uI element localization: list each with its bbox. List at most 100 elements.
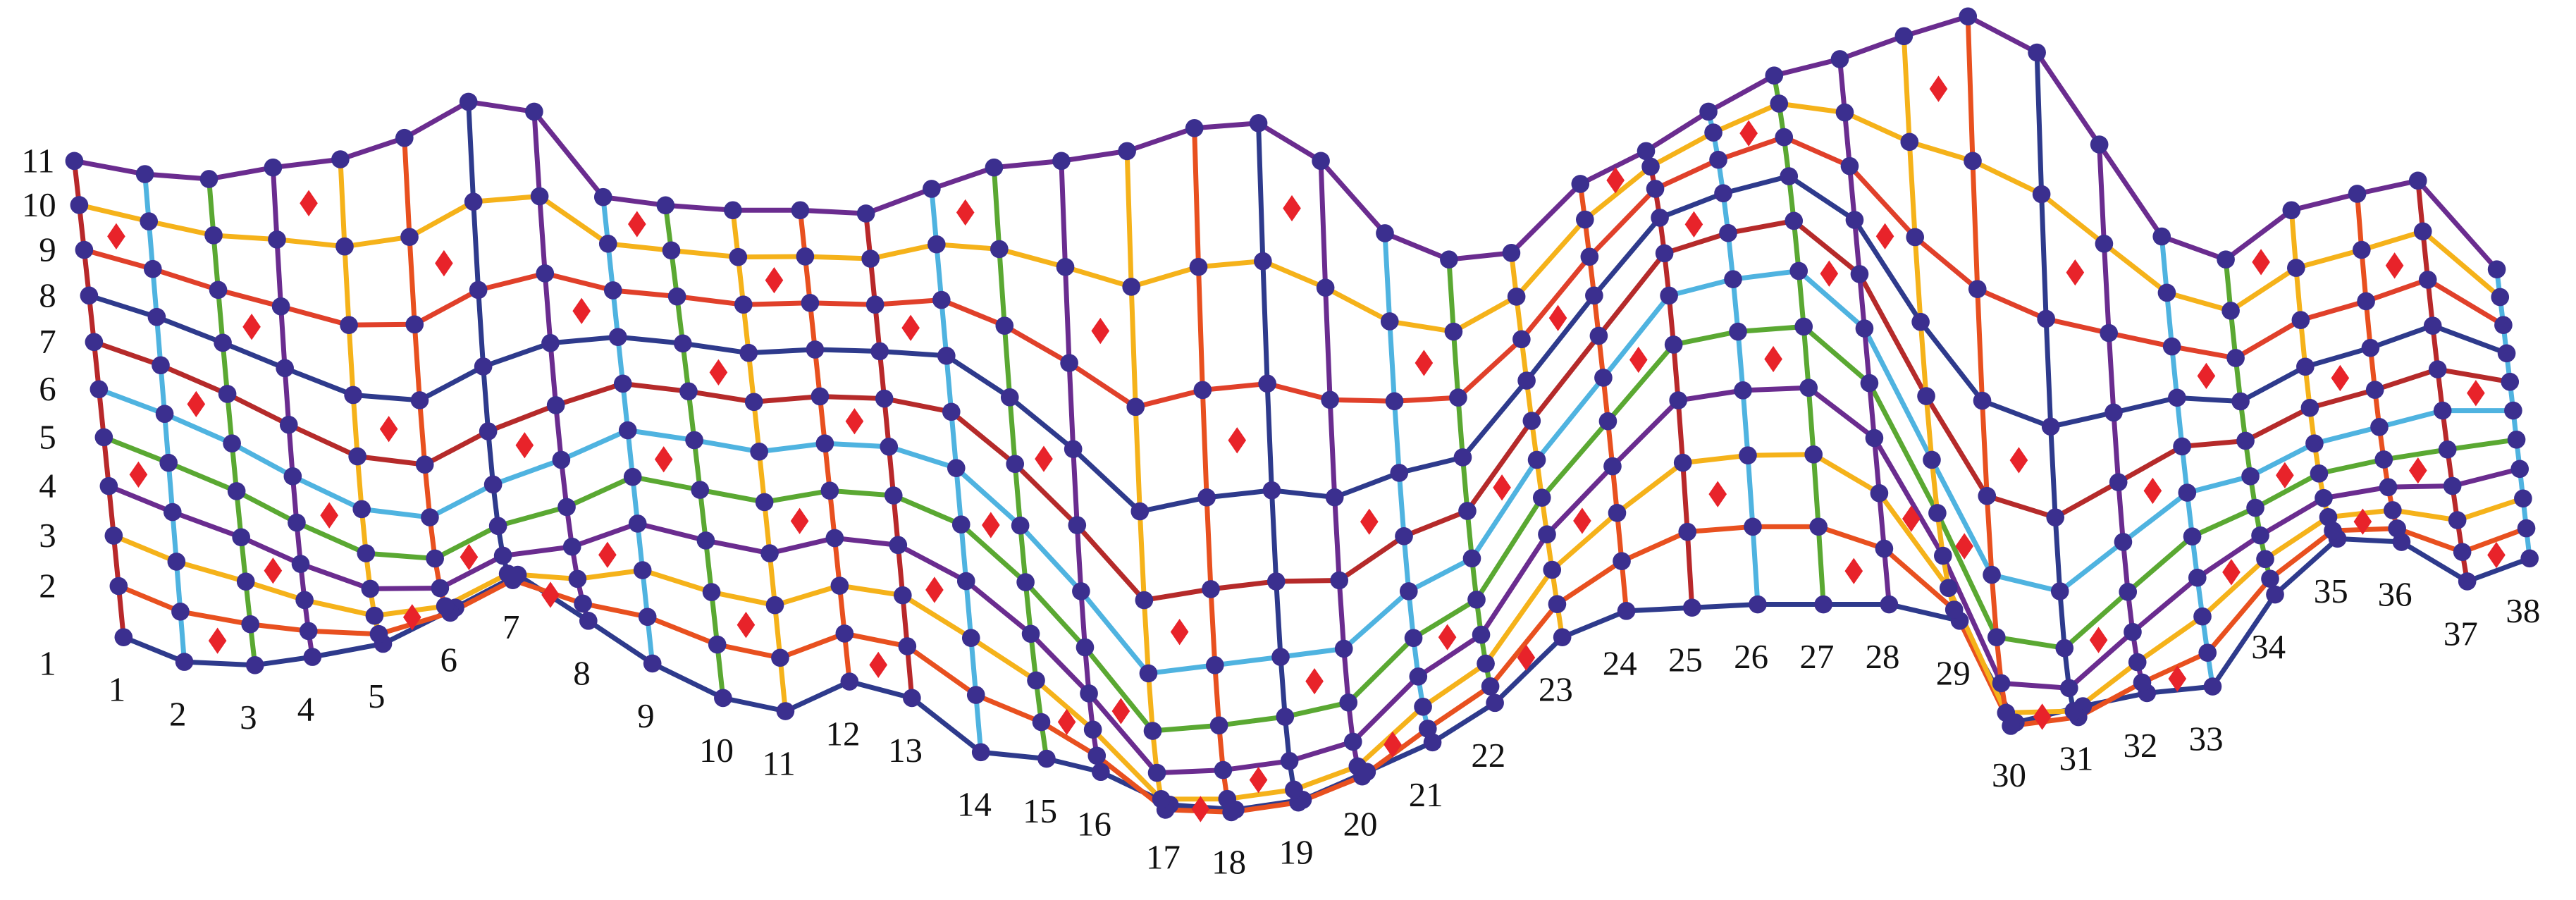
node <box>2448 511 2467 529</box>
column-label: 11 <box>763 744 796 782</box>
node <box>820 481 839 500</box>
node <box>299 622 318 641</box>
node <box>830 577 849 595</box>
node <box>1770 94 1789 113</box>
column-label: 15 <box>1023 791 1057 830</box>
node <box>806 340 825 359</box>
node <box>147 307 166 326</box>
diamond <box>2487 541 2506 569</box>
node <box>2357 292 2375 311</box>
node <box>1835 103 1854 122</box>
node <box>2361 338 2380 357</box>
diamond <box>869 651 888 678</box>
column-label: 36 <box>2378 574 2412 613</box>
node <box>1527 450 1546 469</box>
node <box>1064 440 1083 459</box>
node <box>80 286 99 305</box>
column-label: 31 <box>2059 739 2094 777</box>
node <box>1271 648 1290 666</box>
node <box>530 187 549 206</box>
node <box>696 531 715 550</box>
node <box>2374 450 2393 469</box>
node <box>1122 278 1141 296</box>
node <box>218 385 237 403</box>
row-label: 9 <box>39 230 56 269</box>
node <box>618 421 637 440</box>
column-label: 23 <box>1539 670 1573 709</box>
diamond <box>1249 766 1268 794</box>
diamond <box>1573 507 1591 534</box>
node <box>835 624 854 643</box>
diamond <box>300 190 318 216</box>
row-line <box>113 452 2524 802</box>
node <box>1507 288 1526 306</box>
node <box>474 357 493 376</box>
node <box>1021 624 1040 643</box>
node <box>1262 481 1281 500</box>
node <box>2458 572 2477 591</box>
node <box>1285 780 1303 799</box>
node <box>2041 417 2060 436</box>
node <box>2246 498 2264 517</box>
column-label: 38 <box>2506 591 2540 630</box>
node <box>1699 102 1718 121</box>
node <box>1840 156 1859 175</box>
node <box>1218 789 1237 808</box>
column-line <box>402 137 457 617</box>
node <box>65 152 84 171</box>
node <box>1334 639 1353 658</box>
node <box>94 428 113 447</box>
node <box>1249 113 1268 132</box>
node <box>459 92 478 111</box>
node <box>1056 257 1075 276</box>
node <box>1502 244 1521 262</box>
column-line <box>338 159 386 645</box>
node <box>2514 489 2532 508</box>
node <box>268 230 286 249</box>
node <box>227 482 246 500</box>
node <box>1467 591 1486 609</box>
diamond <box>737 612 756 639</box>
node <box>2296 357 2315 376</box>
diamond <box>2353 508 2372 535</box>
node <box>2055 639 2074 658</box>
node <box>1959 7 1978 26</box>
node <box>951 515 970 534</box>
node <box>947 459 966 477</box>
node <box>1330 571 1349 590</box>
node <box>1477 654 1495 673</box>
node <box>2032 185 2051 204</box>
node <box>135 165 154 183</box>
column-line <box>466 101 520 584</box>
node <box>679 382 698 401</box>
node <box>1992 674 2011 693</box>
node <box>1037 749 1056 768</box>
node <box>579 612 598 630</box>
diamond <box>572 297 591 324</box>
node <box>2124 622 2142 641</box>
node <box>593 187 612 206</box>
node <box>357 544 376 562</box>
node <box>1646 180 1665 198</box>
node <box>2510 460 2529 479</box>
node <box>2217 250 2235 269</box>
node <box>279 415 298 434</box>
node <box>2090 135 2109 154</box>
column-label: 34 <box>2251 627 2286 666</box>
node <box>1729 322 1747 341</box>
diamond <box>2385 252 2404 279</box>
node <box>1814 595 1832 614</box>
node <box>340 316 358 335</box>
diamond <box>2276 462 2294 488</box>
diamond <box>1415 350 1434 376</box>
node <box>714 689 732 708</box>
node <box>291 555 310 573</box>
node <box>1325 488 1344 507</box>
node <box>1087 746 1107 765</box>
node <box>335 237 354 256</box>
node <box>2173 437 2191 456</box>
column-label: 10 <box>699 731 734 770</box>
node <box>739 343 758 362</box>
node <box>1126 397 1145 417</box>
